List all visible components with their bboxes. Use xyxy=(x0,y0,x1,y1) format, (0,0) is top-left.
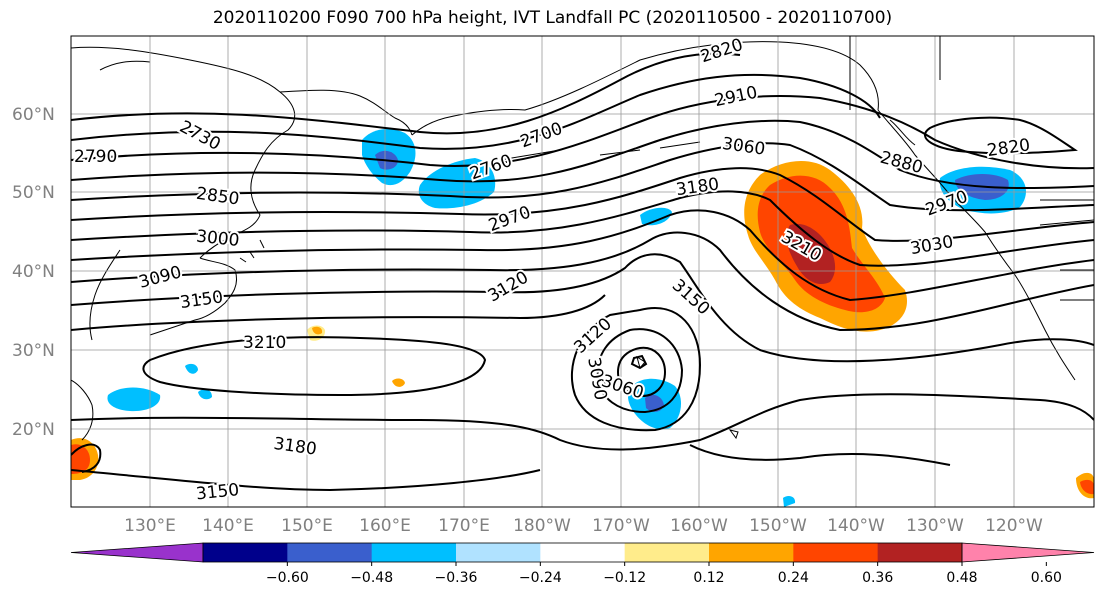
lon-label: 120°W xyxy=(985,516,1043,536)
lon-label: 170°W xyxy=(592,516,650,536)
colorbar-tick-label: −0.48 xyxy=(350,570,393,586)
lon-label: 180°W xyxy=(513,516,571,536)
lon-label: 160°W xyxy=(670,516,728,536)
colorbar-tick-label: 0.60 xyxy=(1031,570,1062,586)
colorbar-outline xyxy=(202,542,963,563)
lon-label: 140°W xyxy=(827,516,885,536)
lat-label-20n: 20°N xyxy=(12,420,55,440)
latitude-labels: 60°N 50°N 40°N 30°N 20°N xyxy=(12,105,55,440)
lon-label: 160°E xyxy=(359,516,411,536)
colorbar-tick-label: 0.48 xyxy=(946,570,977,586)
colorbar-segment xyxy=(371,543,457,562)
contour-label: 3150 xyxy=(195,480,240,504)
colorbar-tick-label: −0.36 xyxy=(435,570,478,586)
lon-label: 130°E xyxy=(124,516,176,536)
colorbar-segment xyxy=(709,543,794,562)
contour-label: 3060 xyxy=(721,134,767,160)
colorbar-extend-low xyxy=(70,542,204,563)
colorbar-tick-label: −0.60 xyxy=(266,570,309,586)
colorbar-extend-high xyxy=(961,542,1095,563)
colorbar-segment xyxy=(877,543,963,562)
colorbar-tick-label: 0.36 xyxy=(862,570,893,586)
contour-label: 3210 xyxy=(243,333,286,353)
colorbar: −0.60 −0.48 −0.36 −0.24 −0.12 0.12 0.24 0.36 0.4… xyxy=(70,542,1095,586)
lon-label: 150°E xyxy=(281,516,333,536)
lon-label: 150°W xyxy=(749,516,807,536)
longitude-labels: 130°E 140°E 150°E 160°E 170°E 180°W 170°… xyxy=(124,516,1043,536)
map-background xyxy=(71,36,1094,507)
lat-label-30n: 30°N xyxy=(12,341,55,361)
height-contours xyxy=(71,52,1094,492)
contour-label: 2790 xyxy=(74,147,117,167)
coastlines xyxy=(71,36,1094,441)
lat-label-60n: 60°N xyxy=(12,105,55,125)
lon-label: 170°E xyxy=(438,516,490,536)
colorbar-segment xyxy=(624,543,710,562)
colorbar-segment xyxy=(456,543,541,562)
lat-label-50n: 50°N xyxy=(12,183,55,203)
colorbar-tick-label: −0.12 xyxy=(603,570,646,586)
positive-anomaly-peak xyxy=(786,223,836,285)
colorbar-tick-label: 0.24 xyxy=(778,570,809,586)
lat-label-40n: 40°N xyxy=(12,262,55,282)
lon-label: 140°E xyxy=(202,516,254,536)
colorbar-tick-label: 0.12 xyxy=(693,570,724,586)
colorbar-segment xyxy=(287,543,373,562)
colorbar-segment xyxy=(203,543,288,562)
colorbar-segment xyxy=(793,543,879,562)
colorbar-tick-label: −0.24 xyxy=(519,570,562,586)
map-frame xyxy=(70,35,1095,508)
map-title: 2020110200 F090 700 hPa height, IVT Land… xyxy=(212,8,893,28)
colorbar-segment xyxy=(540,543,626,562)
lon-label: 130°W xyxy=(906,516,964,536)
